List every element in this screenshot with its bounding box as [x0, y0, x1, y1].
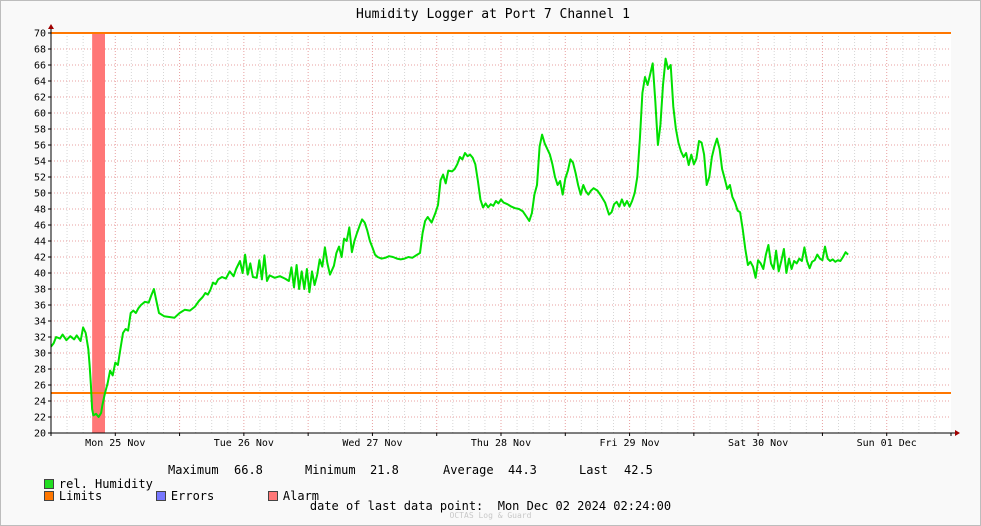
last-data-point-date: date of last data point: Mon Dec 02 2024…: [309, 499, 672, 513]
y-tick-label: 54: [34, 157, 46, 168]
y-tick-label: 32: [34, 333, 46, 344]
grid-minor: [66, 33, 936, 433]
x-tick-label: Thu 28 Nov: [471, 438, 531, 449]
series-line-humidity: [50, 57, 849, 418]
y-axis-arrow: [48, 24, 54, 29]
y-tick-label: 22: [34, 413, 46, 424]
y-tick-label: 20: [34, 429, 46, 440]
x-tick-label: Sat 30 Nov: [728, 438, 788, 449]
y-tick-label: 50: [34, 189, 46, 200]
y-tick-label: 30: [34, 349, 46, 360]
y-tick-label: 64: [34, 77, 46, 88]
y-tick-label: 24: [34, 397, 46, 408]
y-tick-label: 34: [34, 317, 46, 328]
y-tick-label: 44: [34, 237, 46, 248]
axes: [48, 24, 960, 436]
y-tick-label: 28: [34, 365, 46, 376]
series-layer: [50, 57, 849, 418]
alarm-band: [92, 33, 105, 433]
y-tick-label: 66: [34, 61, 46, 72]
alarm-layer: [92, 33, 105, 433]
limit-layer: [51, 32, 951, 394]
y-tick-label: 46: [34, 221, 46, 232]
y-tick-label: 38: [34, 285, 46, 296]
x-tick-label: Wed 27 Nov: [342, 438, 402, 449]
y-tick-label: 52: [34, 173, 46, 184]
y-tick-label: 26: [34, 381, 46, 392]
x-axis-arrow: [955, 430, 960, 436]
y-tick-label: 70: [34, 29, 46, 40]
chart-title: Humidity Logger at Port 7 Channel 1: [356, 7, 630, 22]
x-tick-label: Fri 29 Nov: [599, 438, 659, 449]
y-tick-label: 60: [34, 109, 46, 120]
x-tick-label: Tue 26 Nov: [214, 438, 274, 449]
y-tick-label: 42: [34, 253, 46, 264]
y-tick-label: 62: [34, 93, 46, 104]
y-tick-label: 68: [34, 45, 46, 56]
y-tick-labels: 20 22 24 26 28 30 32 34 36 38 40 42 44 46 48 50 52 54 56 58…: [34, 29, 46, 440]
y-tick-label: 48: [34, 205, 46, 216]
x-tick-label: Sun 01 Dec: [857, 438, 917, 449]
x-tick-labels: Mon 25 Nov Tue 26 Nov Wed 27 Nov Thu 28 Nov…: [85, 438, 917, 449]
y-tick-label: 58: [34, 125, 46, 136]
watermark: OCTAS Log & Guard: [449, 511, 532, 520]
y-tick-label: 36: [34, 301, 46, 312]
x-tick-label: Mon 25 Nov: [85, 438, 145, 449]
y-tick-label: 56: [34, 141, 46, 152]
y-tick-label: 40: [34, 269, 46, 280]
